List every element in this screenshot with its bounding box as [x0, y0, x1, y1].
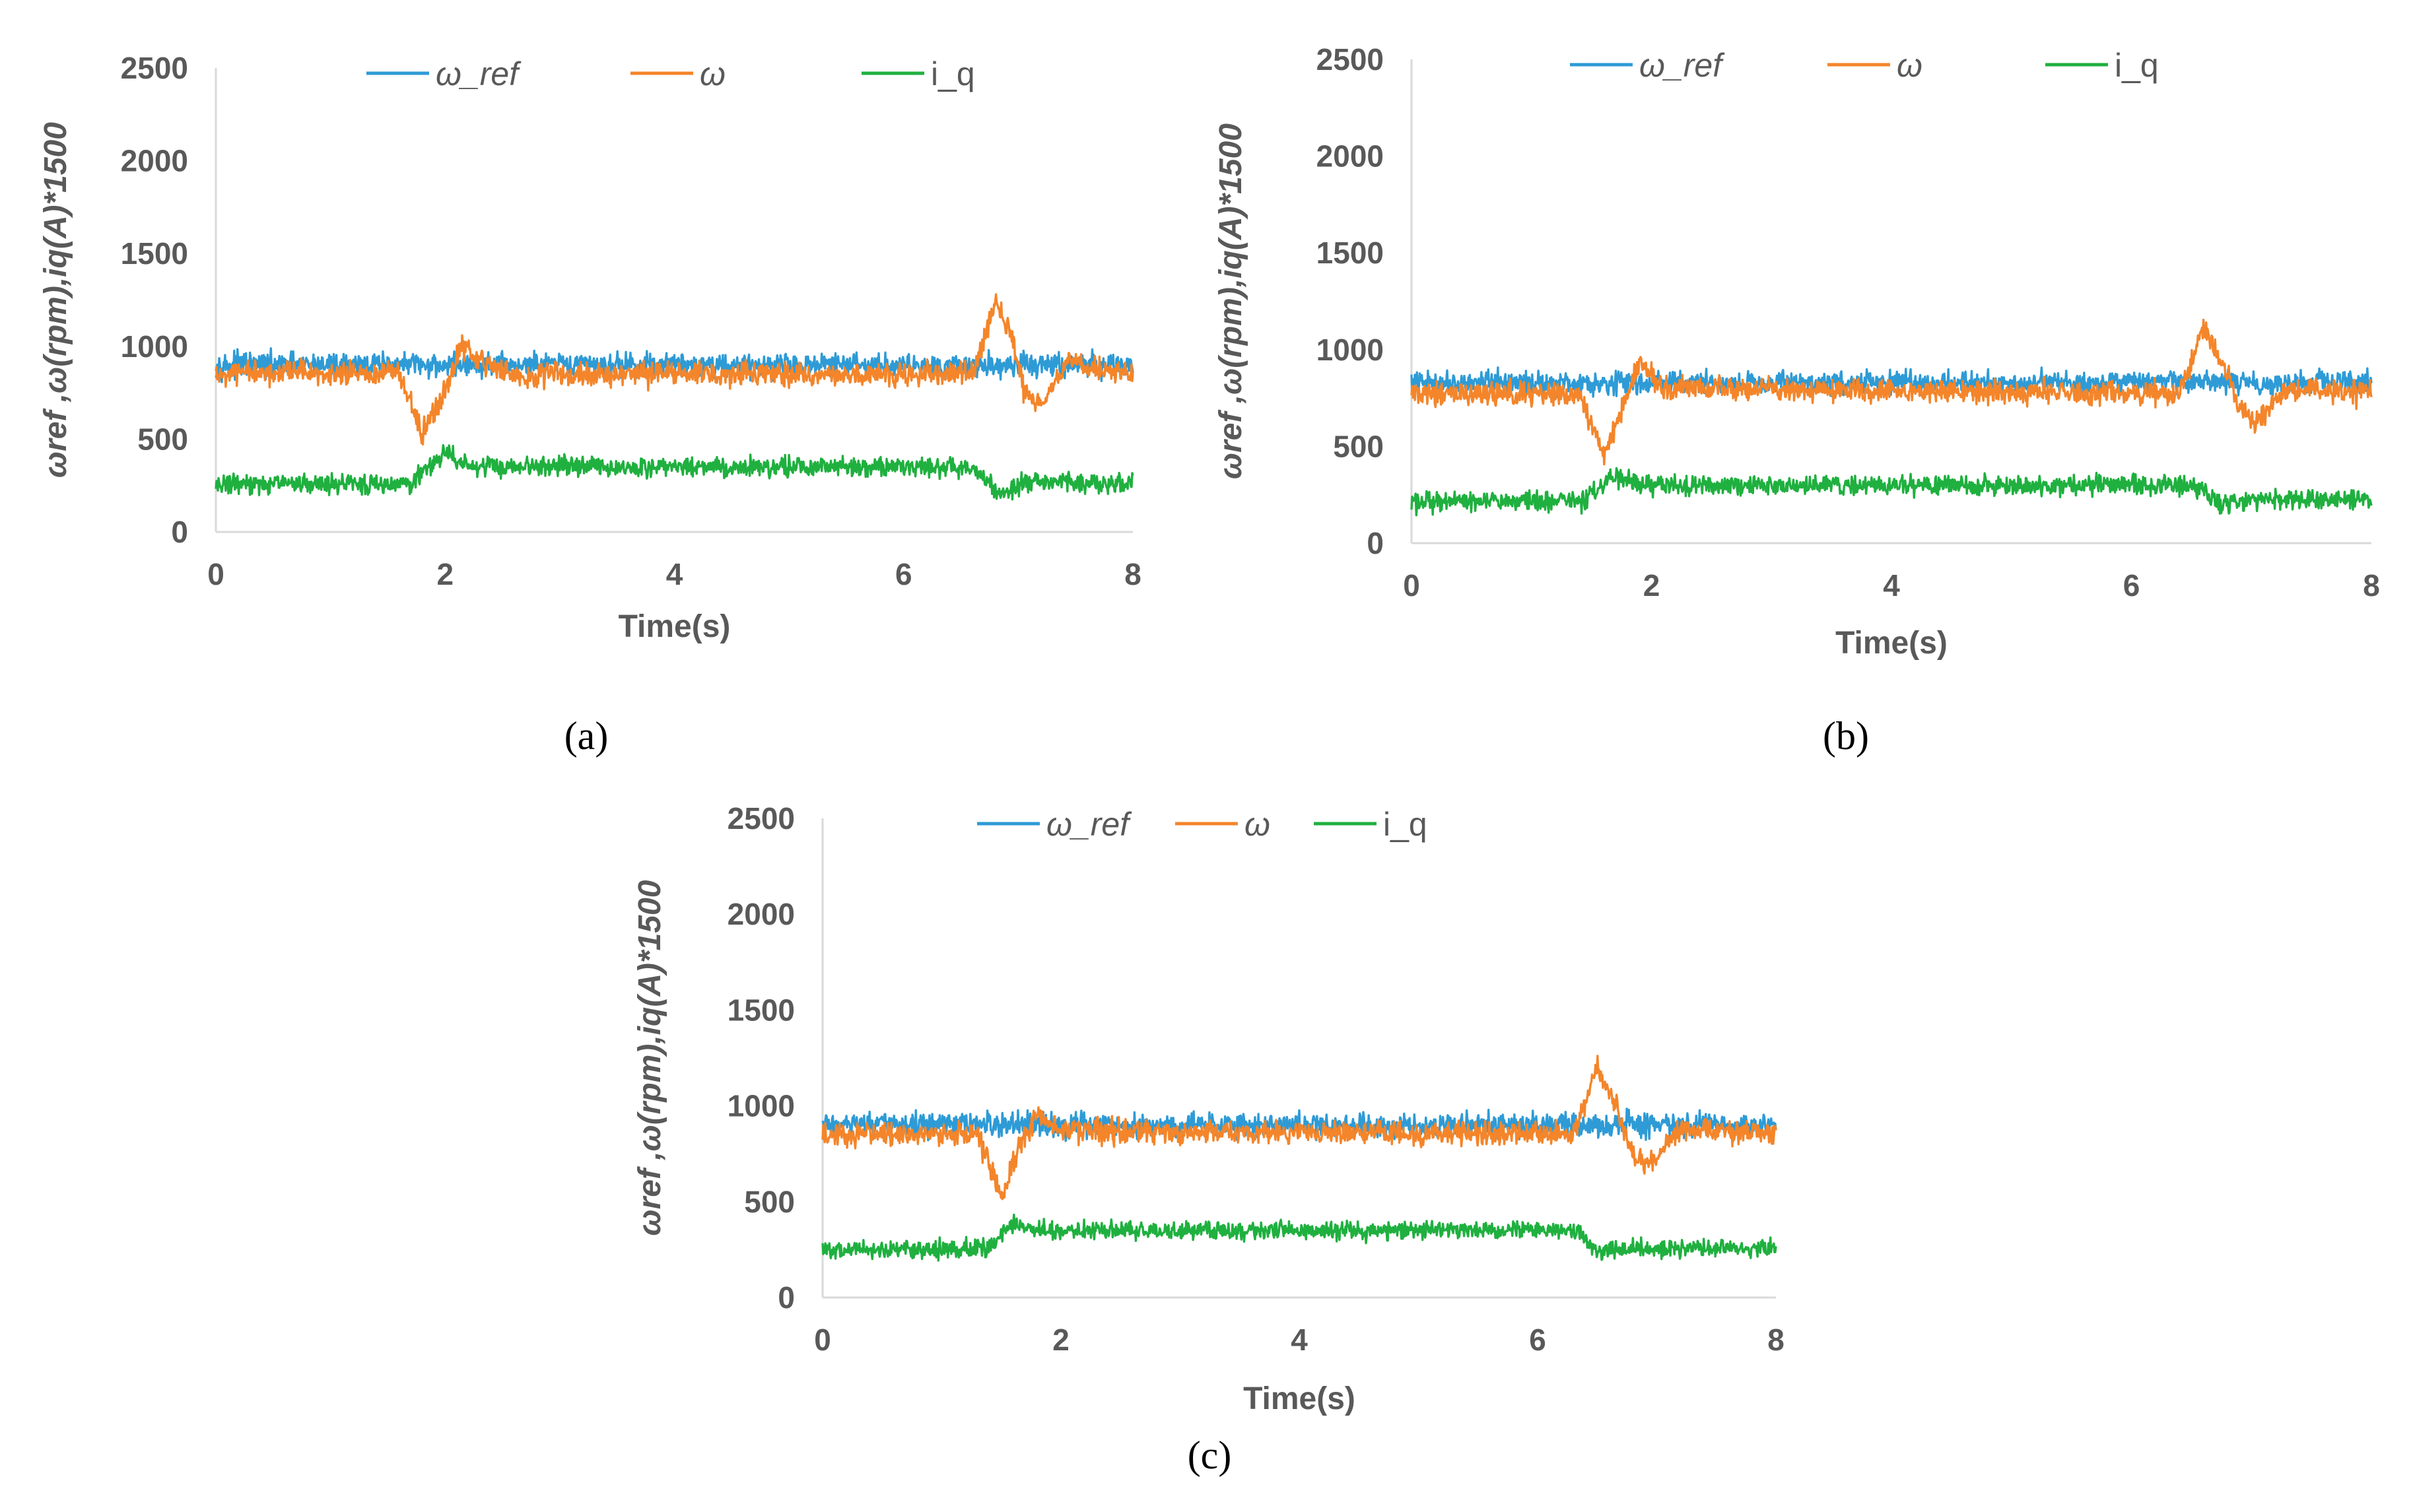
y-tick-label: 1000: [1316, 333, 1384, 367]
x-tick-label: 6: [895, 557, 912, 591]
y-tick-label: 500: [744, 1185, 795, 1219]
y-tick-label: 2000: [121, 144, 188, 178]
x-tick-label: 4: [1291, 1323, 1308, 1357]
legend-label-omega: ω: [1244, 806, 1270, 843]
chart-c: 0 500 1000 1500 2000 2500 0 2 4 6 8 ω_ref ω i_q ωref ,…: [632, 801, 1784, 1477]
series-line-i_q: [1410, 467, 2373, 517]
x-tick-label: 8: [1767, 1323, 1784, 1357]
y-tick-label: 0: [171, 515, 188, 549]
y-tick-label: 1500: [728, 993, 795, 1027]
y-tick-label: 500: [1333, 429, 1384, 463]
legend-label-i_q: i_q: [2115, 47, 2159, 84]
x-tick-label: 0: [814, 1323, 831, 1357]
x-tick-label: 8: [2363, 568, 2380, 603]
series-line-omega: [215, 293, 1134, 445]
panel-caption: (a): [564, 714, 609, 758]
x-tick-label: 8: [1124, 557, 1141, 591]
legend-label-omega: ω: [1897, 47, 1922, 84]
panel-caption: (b): [1823, 714, 1869, 758]
y-tick-label: 1000: [121, 329, 188, 364]
x-axis-label: Time(s): [619, 609, 731, 644]
x-axis-label: Time(s): [1835, 626, 1948, 661]
x-tick-label: 2: [1643, 568, 1660, 603]
x-tick-label: 6: [2123, 568, 2140, 603]
panel-caption: (c): [1188, 1433, 1232, 1477]
x-tick-label: 0: [1403, 568, 1420, 603]
x-tick-label: 0: [207, 557, 224, 591]
y-tick-label: 1500: [1316, 236, 1384, 270]
y-axis-label: ωref ,ω(rpm),iq(A)*1500: [632, 880, 667, 1235]
chart-b: 0 500 1000 1500 2000 2500 0 2 4 6 8 ω_ref ω i_q ωref ,…: [1213, 42, 2380, 758]
y-tick-label: 1500: [121, 236, 188, 271]
legend-label-omega_ref: ω_ref: [436, 55, 522, 92]
legend-label-omega_ref: ω_ref: [1046, 806, 1132, 843]
series-line-omega_ref: [215, 347, 1134, 383]
y-tick-label: 0: [1367, 526, 1384, 560]
x-tick-label: 4: [1883, 568, 1900, 603]
series-line-omega: [821, 1055, 1777, 1200]
series-line-omega_ref: [821, 1107, 1777, 1142]
y-tick-label: 2500: [728, 801, 795, 836]
x-tick-label: 4: [666, 557, 683, 591]
y-axis-label: ωref ,ω(rpm),iq(A)*1500: [38, 122, 73, 478]
y-tick-label: 2000: [1316, 139, 1384, 174]
x-tick-label: 2: [436, 557, 454, 591]
y-tick-label: 1000: [728, 1089, 795, 1123]
y-tick-label: 2500: [121, 51, 188, 85]
y-tick-label: 2500: [1316, 42, 1384, 77]
x-tick-label: 2: [1052, 1323, 1070, 1357]
y-tick-label: 0: [778, 1280, 795, 1315]
y-tick-label: 500: [137, 422, 188, 456]
legend-label-omega: ω: [700, 55, 726, 92]
series-line-i_q: [821, 1213, 1777, 1262]
series-line-i_q: [215, 444, 1134, 501]
legend-label-omega_ref: ω_ref: [1639, 47, 1725, 84]
y-tick-label: 2000: [728, 897, 795, 931]
legend-label-i_q: i_q: [1383, 806, 1427, 843]
legend-label-i_q: i_q: [931, 55, 975, 92]
chart-a: 0 500 1000 1500 2000 2500 0 2 4 6 8 ω_ref ω i_q ωref ,…: [38, 51, 1141, 758]
x-axis-label: Time(s): [1243, 1381, 1355, 1416]
series-line-omega: [1410, 318, 2373, 466]
x-tick-label: 6: [1529, 1323, 1546, 1357]
y-axis-label: ωref ,ω(rpm),iq(A)*1500: [1213, 123, 1248, 479]
